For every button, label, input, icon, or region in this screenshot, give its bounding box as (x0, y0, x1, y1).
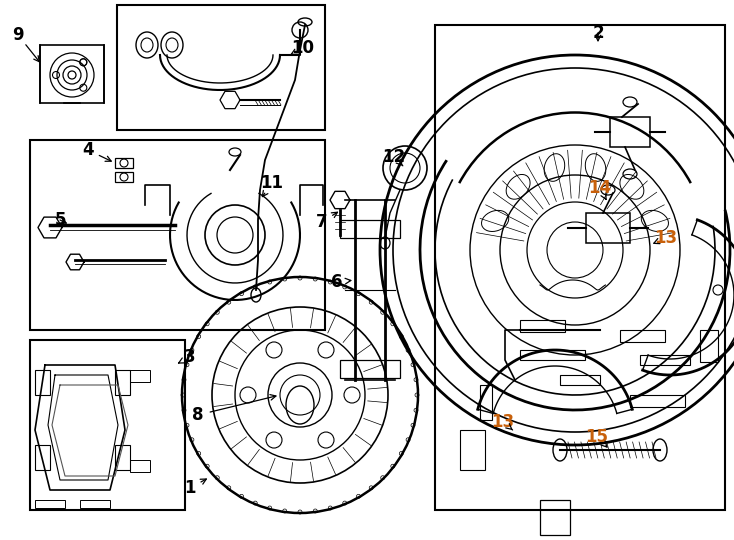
Text: 13: 13 (655, 229, 677, 247)
Text: 2: 2 (592, 24, 604, 42)
Bar (115, 370, 130, 395)
Bar (520, 320, 565, 332)
Text: 12: 12 (382, 148, 406, 166)
Bar (610, 117, 650, 147)
Text: 5: 5 (54, 211, 66, 229)
Bar (630, 395, 685, 407)
Text: 11: 11 (261, 174, 283, 192)
Bar (540, 500, 570, 535)
Text: 10: 10 (291, 39, 314, 57)
Bar (435, 25, 725, 510)
Bar (700, 330, 718, 362)
Text: 15: 15 (586, 428, 608, 446)
Bar (130, 460, 150, 472)
Text: 8: 8 (192, 406, 204, 424)
Bar (115, 172, 133, 182)
Bar (30, 340, 185, 510)
Bar (586, 213, 630, 243)
Bar (35, 500, 65, 508)
Bar (130, 370, 150, 382)
Bar (560, 375, 600, 385)
Bar (480, 385, 492, 420)
Text: 4: 4 (82, 141, 94, 159)
Text: 9: 9 (12, 26, 23, 44)
Text: 7: 7 (316, 213, 328, 231)
Bar (80, 500, 110, 508)
Bar (520, 350, 585, 360)
Text: 14: 14 (589, 179, 611, 197)
Text: 13: 13 (492, 413, 515, 431)
Bar (460, 430, 485, 470)
Bar (115, 445, 130, 470)
Bar (340, 220, 400, 238)
Bar (115, 158, 133, 168)
Bar (35, 445, 50, 470)
Text: 6: 6 (331, 273, 343, 291)
Bar (35, 370, 50, 395)
Bar (40, 45, 104, 103)
Text: 3: 3 (184, 348, 196, 366)
Bar (117, 5, 325, 130)
Bar (640, 355, 690, 365)
Bar (340, 360, 400, 378)
Bar (620, 330, 665, 342)
Bar (30, 140, 325, 330)
Text: 1: 1 (184, 479, 196, 497)
